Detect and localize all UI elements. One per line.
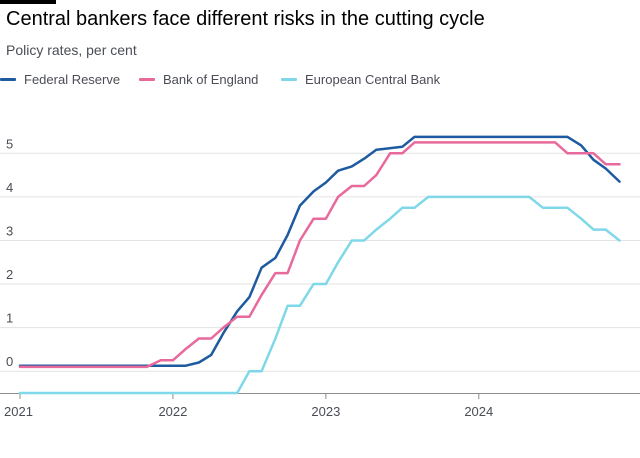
legend-label: Bank of England: [163, 72, 259, 87]
legend-item-federal-reserve: Federal Reserve: [0, 72, 120, 87]
chart-subtitle: Policy rates, per cent: [6, 42, 137, 58]
legend: Federal Reserve Bank of England European…: [0, 72, 640, 90]
legend-item-european-central-bank: European Central Bank: [281, 72, 440, 87]
series-line-european-central-bank: [18, 195, 621, 395]
y-tick-label: 4: [6, 180, 13, 195]
y-tick-label: 2: [6, 267, 13, 282]
x-tick-label: 2024: [464, 404, 493, 419]
series-line-bank-of-england: [18, 141, 621, 369]
x-tick-label: 2022: [158, 404, 187, 419]
legend-label: European Central Bank: [305, 72, 441, 87]
legend-label: Federal Reserve: [24, 72, 121, 87]
brand-bar: [0, 0, 56, 4]
legend-swatch: [281, 78, 297, 81]
x-tick-label: 2021: [4, 404, 33, 419]
legend-item-bank-of-england: Bank of England: [139, 72, 258, 87]
x-tick-label: 2023: [311, 404, 340, 419]
y-tick-label: 0: [6, 354, 13, 369]
y-tick-label: 3: [6, 223, 13, 238]
series-line-federal-reserve: [18, 135, 621, 368]
y-tick-label: 5: [6, 136, 13, 151]
y-tick-label: 1: [6, 311, 13, 326]
chart-title: Central bankers face different risks in …: [6, 8, 485, 30]
legend-swatch: [139, 78, 155, 81]
legend-swatch: [0, 78, 16, 81]
